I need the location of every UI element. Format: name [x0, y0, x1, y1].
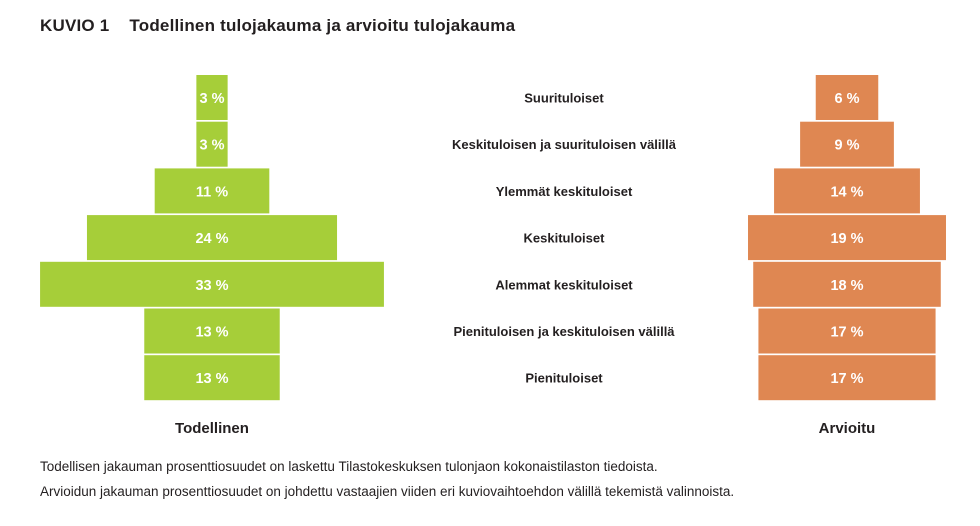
bar-todellinen — [196, 75, 228, 120]
bar-arvioitu — [753, 261, 941, 307]
bar-arvioitu — [758, 355, 936, 401]
bar-arvioitu — [800, 121, 894, 167]
data-label: 3 % — [200, 91, 225, 107]
data-label: 9 % — [835, 138, 860, 154]
bar-arvioitu — [774, 168, 920, 214]
bar-arvioitu — [758, 308, 936, 354]
category-label: Keskituloiset — [524, 231, 606, 246]
data-label: 13 % — [195, 325, 228, 341]
bar-todellinen — [40, 261, 384, 307]
category-label: Ylemmät keskituloiset — [496, 184, 633, 199]
figure-title: Todellinen tulojakauma ja arvioitu tuloj… — [129, 16, 516, 35]
data-label: 14 % — [830, 184, 863, 200]
data-label: 17 % — [830, 325, 863, 341]
data-label: 18 % — [830, 278, 863, 294]
bar-arvioitu — [748, 215, 946, 261]
category-label: Suurituloiset — [524, 91, 604, 106]
data-label: 6 % — [835, 91, 860, 107]
bar-todellinen — [86, 215, 338, 261]
data-label: 13 % — [195, 371, 228, 387]
category-label: Alemmat keskituloiset — [495, 277, 633, 292]
category-label: Pienituloiset — [525, 371, 603, 386]
pyramid-chart: Suurituloiset 3 % 6 % Keskituloisen ja suur… — [40, 75, 946, 437]
note-1: Todellisen jakauman prosenttiosuudet on … — [40, 459, 658, 474]
bar-todellinen — [196, 121, 228, 167]
bar-todellinen — [144, 308, 280, 354]
note-2: Arvioidun jakauman prosenttiosuudet on j… — [40, 484, 735, 499]
data-label: 11 % — [196, 184, 228, 200]
figure-label: KUVIO 1 — [40, 16, 110, 35]
data-label: 19 % — [830, 231, 863, 247]
data-label: 24 % — [195, 231, 228, 247]
category-label: Keskituloisen ja suurituloisen välillä — [452, 137, 677, 152]
chart-title: KUVIO 1 Todellinen tulojakauma ja arvioit… — [40, 16, 515, 36]
series-label: Todellinen — [175, 420, 249, 437]
series-label: Arvioitu — [819, 420, 876, 437]
data-label: 17 % — [830, 371, 863, 387]
bar-arvioitu — [815, 75, 879, 120]
bar-todellinen — [154, 168, 270, 214]
bar-todellinen — [144, 355, 280, 401]
data-label: 33 % — [195, 278, 228, 294]
data-label: 3 % — [200, 138, 225, 154]
category-label: Pienituloisen ja keskituloisen välillä — [453, 324, 675, 339]
